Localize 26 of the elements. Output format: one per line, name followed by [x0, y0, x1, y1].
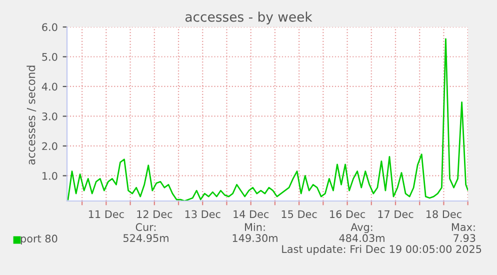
text: 524.95m	[124, 234, 168, 242]
text: Avg:	[350, 223, 372, 234]
y-tick-label: 6.0	[42, 23, 58, 32]
chart-title: accesses - by week	[185, 12, 312, 24]
y-tick-label: 2.0	[42, 142, 58, 150]
text: Last update: Fri Dec 19 00:05:00 2025	[282, 244, 482, 256]
legend-label: port 80	[20, 234, 58, 245]
x-tick-label: 13 Dec	[185, 210, 220, 218]
x-tick-label: 11 Dec	[88, 210, 124, 218]
text: 7.93	[454, 234, 476, 242]
x-tick-label: 18 Dec	[426, 210, 462, 218]
text: Max:	[452, 223, 475, 232]
x-tick-label: 16 Dec	[330, 210, 365, 218]
text: Cur:	[136, 223, 156, 232]
text: 484.03m	[339, 234, 384, 242]
y-tick-label: 3.0	[42, 112, 58, 120]
y-tick-label: 5.0	[42, 52, 58, 61]
x-tick-label: 15 Dec	[282, 210, 317, 218]
x-tick-label: 12 Dec	[137, 210, 172, 218]
y-axis-title: accesses / second	[26, 66, 36, 165]
y-tick-label: 1.0	[42, 172, 58, 180]
text: Min:	[245, 222, 265, 231]
x-tick-label: 14 Dec	[234, 210, 269, 218]
text: 149.30m	[232, 234, 278, 242]
y-tick-label: 4.0	[42, 82, 58, 91]
x-tick-label: 17 Dec	[378, 210, 414, 218]
